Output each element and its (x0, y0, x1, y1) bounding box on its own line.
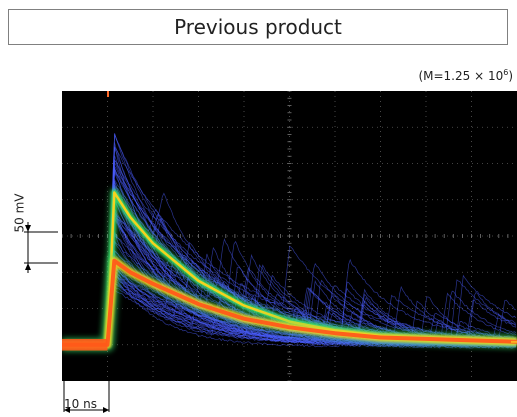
vscale-arrow-up (25, 263, 31, 270)
gain-close: ) (508, 69, 513, 83)
horizontal-scale-label: 10 ns (64, 397, 97, 411)
vertical-scale-label: 50 mV (4, 186, 34, 240)
baseline-band (62, 339, 108, 351)
chart-title: Previous product (8, 9, 508, 45)
gain-text: (M=1.25 × 10 (418, 69, 503, 83)
gain-annotation: (M=1.25 × 106) (418, 68, 513, 83)
oscilloscope-plot (62, 91, 517, 381)
hscale-arrow-right (103, 407, 109, 413)
